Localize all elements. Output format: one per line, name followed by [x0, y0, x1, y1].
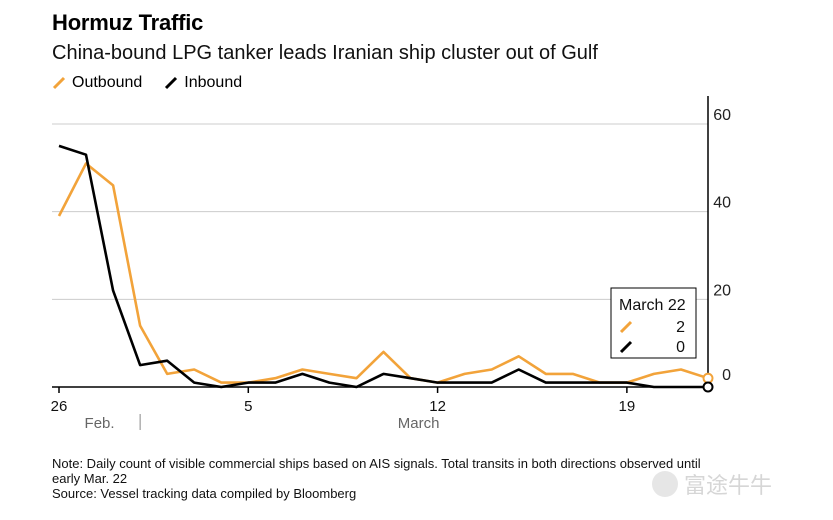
tooltip-inbound-value: 0	[676, 339, 685, 356]
legend-item-outbound: Outbound	[52, 74, 142, 92]
x-tick-label: 26	[51, 398, 68, 415]
y-tick-label: 40	[713, 195, 731, 212]
y-tick-label: 0	[722, 367, 731, 384]
legend-label-inbound: Inbound	[184, 74, 243, 91]
watermark: 富途牛牛	[652, 468, 772, 500]
tooltip-outbound-swatch	[619, 320, 633, 334]
tooltip-outbound-value: 2	[676, 319, 685, 336]
watermark-text: 富途牛牛	[684, 473, 773, 498]
watermark-logo-icon	[652, 471, 678, 497]
legend-item-inbound: Inbound	[164, 74, 242, 92]
chart-legend: Outbound Inbound	[52, 74, 242, 92]
chart-footer: Note: Daily count of visible commercial …	[52, 456, 722, 501]
outbound-swatch-icon	[52, 76, 66, 90]
y-tick-label: 20	[713, 282, 731, 299]
legend-label-outbound: Outbound	[72, 74, 143, 91]
end-marker-outbound	[702, 372, 714, 384]
x-tick-label: 19	[619, 398, 636, 415]
x-tick-label: 12	[429, 398, 446, 415]
footer-source: Source: Vessel tracking data compiled by…	[52, 486, 357, 501]
tooltip-inbound-swatch	[619, 340, 633, 354]
month-label: Feb.	[85, 415, 115, 432]
x-tick-label: 5	[244, 398, 252, 415]
end-marker-inbound	[702, 381, 714, 393]
chart-title: Hormuz Traffic	[52, 10, 204, 35]
inbound-swatch-icon	[165, 76, 178, 90]
series-line-inbound	[58, 144, 708, 389]
month-label: March	[398, 415, 440, 432]
y-tick-label: 60	[713, 107, 731, 124]
chart-subtitle: China-bound LPG tanker leads Iranian shi…	[52, 42, 598, 64]
tooltip-title: March 22	[619, 297, 686, 314]
footer-note: Note: Daily count of visible commercial …	[52, 456, 701, 486]
